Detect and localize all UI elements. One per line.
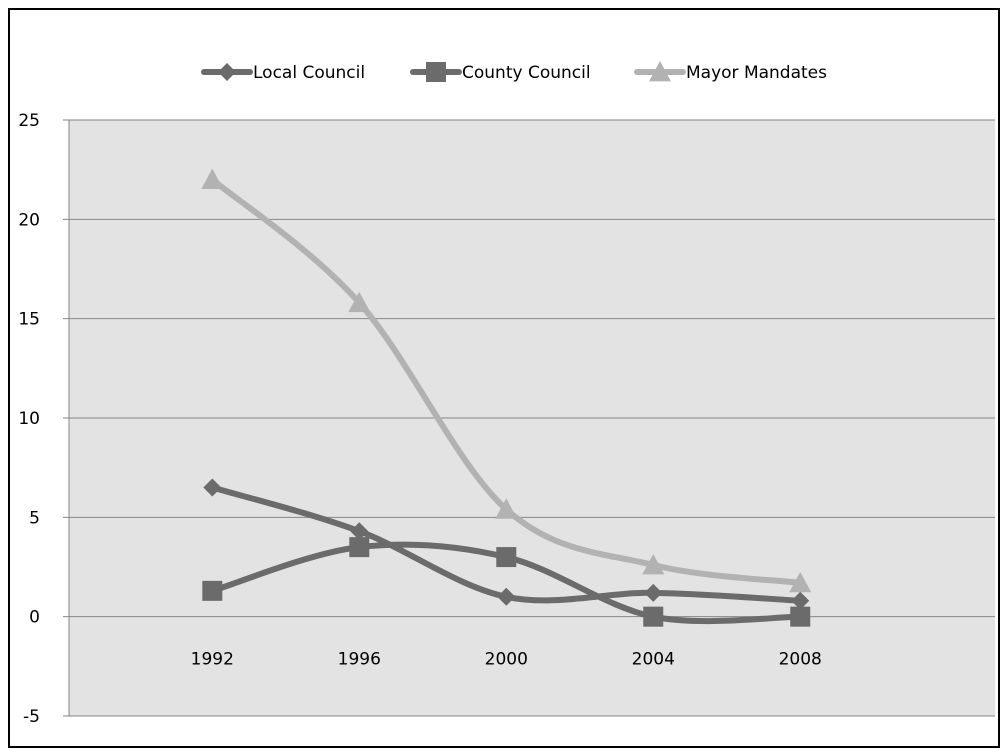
- x-tick-label: 1996: [338, 650, 381, 670]
- x-tick-label: 1992: [191, 650, 234, 670]
- x-axis-ticks: 1992 1996 2000 2004 2008: [191, 650, 822, 670]
- mayor-mandates-point: [201, 168, 224, 189]
- y-tick-label: 20: [18, 210, 40, 230]
- local-council-point: [791, 591, 810, 610]
- local-council-legend-label: Local Council: [253, 63, 365, 83]
- gridlines: [69, 119, 995, 717]
- county-council-legend-marker: [426, 62, 446, 82]
- county-council-point: [349, 537, 370, 558]
- mayor-mandates-legend-marker: [649, 61, 671, 82]
- local-council-point: [497, 587, 516, 606]
- legend: Local Council County Council Mayor Mandate…: [201, 61, 827, 83]
- y-tick-label: 10: [18, 409, 40, 429]
- local-council-point: [644, 583, 663, 602]
- x-tick-label: 2004: [632, 650, 675, 670]
- y-tick-label: -5: [23, 707, 40, 727]
- x-tick-label: 2008: [779, 650, 822, 670]
- mayor-mandates-point: [348, 291, 371, 313]
- local-council-point: [203, 478, 222, 497]
- mayor-mandates-point: [642, 554, 665, 575]
- y-tick-label: 0: [29, 608, 40, 628]
- mayor-mandates-point: [495, 498, 518, 519]
- y-axis-ticks: 25 20 15 10 5 0 -5: [18, 111, 69, 727]
- mayor-mandates-line: [209, 176, 804, 586]
- series-markers: [201, 168, 812, 627]
- local-council-legend-marker: [218, 63, 236, 81]
- line-chart: 25 20 15 10 5 0 -5 1992 1996 2000 2004 2008 Local …: [18, 61, 995, 727]
- county-council-point: [790, 606, 811, 627]
- mayor-mandates-legend-label: Mayor Mandates: [686, 63, 827, 83]
- y-tick-label: 5: [29, 508, 40, 528]
- county-council-point: [202, 580, 223, 601]
- y-tick-label: 15: [18, 310, 40, 330]
- local-council-point: [350, 522, 369, 541]
- mayor-mandates-point: [789, 571, 812, 593]
- x-tick-label: 2000: [485, 650, 528, 670]
- y-tick-label: 25: [18, 111, 40, 131]
- county-council-legend-label: County Council: [462, 63, 591, 83]
- county-council-point: [496, 547, 517, 568]
- county-council-point: [643, 606, 664, 627]
